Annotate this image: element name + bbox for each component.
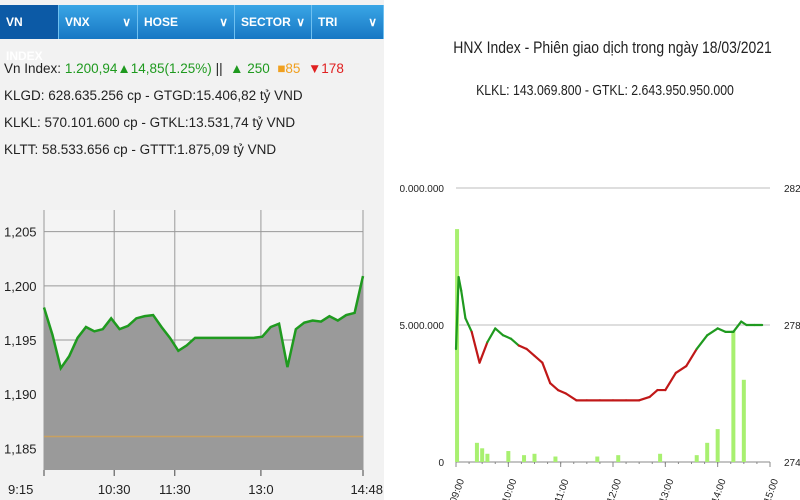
- tab-hose[interactable]: HOSE ∨: [138, 5, 235, 39]
- y-right-tick-label: 282: [784, 184, 800, 195]
- volume-bar: [715, 429, 720, 462]
- y-tick-label: 1,185: [4, 441, 37, 456]
- index-segment: [664, 371, 677, 392]
- vn-index-change: ▲14,85(1.25%): [117, 61, 212, 76]
- y-tick-label: 1,200: [4, 279, 37, 294]
- tab-hose-label: HOSE: [144, 15, 179, 29]
- x-tick-label: 10:30: [98, 482, 131, 497]
- index-segment: [478, 341, 489, 364]
- y-left-tick-label: 5.000.000: [400, 321, 444, 332]
- index-segment: [556, 388, 567, 395]
- x-tick-label: 13:00: [658, 477, 677, 500]
- unchanged-count: ■85: [277, 61, 301, 76]
- index-segment: [517, 344, 528, 351]
- volume-bar: [553, 456, 558, 462]
- tab-vnx[interactable]: VNX ∨: [59, 5, 138, 39]
- chevron-down-icon: ∨: [296, 15, 305, 29]
- index-segment: [638, 395, 651, 402]
- summary-separator: ||: [215, 61, 223, 76]
- volume-bar: [485, 453, 490, 462]
- index-segment: [685, 347, 698, 368]
- x-tick-label: 11:30: [159, 482, 191, 497]
- market-tab-bar: VN INDEX VNX ∨ HOSE ∨ SECTOR ∨ TRI ∨: [0, 5, 384, 63]
- x-tick-label: 14:00: [710, 477, 729, 500]
- x-tick-label: 15:00: [762, 477, 781, 500]
- tab-sector-label: SECTOR: [241, 15, 291, 29]
- tab-vn-index-label: VN INDEX: [6, 15, 43, 63]
- y-tick-label: 1,195: [4, 333, 37, 348]
- volume-bar: [506, 451, 511, 462]
- x-tick-label: 9:15: [8, 482, 33, 497]
- index-segment: [494, 327, 505, 337]
- index-segment: [732, 320, 743, 333]
- volume-bar: [595, 456, 600, 462]
- index-segment: [695, 334, 709, 351]
- vn-index-label: Vn Index:: [4, 61, 62, 76]
- x-tick-label: 11:00: [553, 477, 572, 500]
- y-left-tick-label: 10.000.000: [400, 184, 444, 195]
- hnx-chart-subtitle: KLKL: 143.069.800 - GTKL: 2.643.950.950.…: [476, 82, 734, 99]
- y-tick-label: 1,205: [4, 225, 37, 240]
- decliners-count: ▼178: [307, 61, 344, 76]
- index-segment: [509, 337, 520, 347]
- chevron-down-icon: ∨: [219, 15, 228, 29]
- index-line: [42, 275, 365, 372]
- index-segment: [460, 289, 467, 320]
- y-right-tick-label: 278: [784, 321, 800, 332]
- index-segment: [486, 327, 497, 344]
- volume-bar: [616, 455, 621, 462]
- hnx-index-intraday-chart: 10.000.000 5.000.000 0 282 278 274 09:00 10:00 1…: [400, 184, 800, 500]
- index-segment: [716, 327, 727, 333]
- index-segment: [533, 354, 544, 364]
- y-tick-label: 1,190: [4, 387, 37, 402]
- index-segment: [564, 392, 578, 402]
- index-segment: [501, 334, 513, 340]
- kltt-line: KLTT: 58.533.656 cp - GTTT:1.875,09 tỷ V…: [4, 142, 277, 157]
- y-left-tick-label: 0: [438, 458, 444, 469]
- klkl-line: KLKL: 570.101.600 cp - GTKL:13.531,74 tỷ…: [4, 115, 296, 130]
- index-segment: [648, 388, 659, 399]
- index-segment: [525, 347, 536, 357]
- volume-bar: [474, 442, 479, 462]
- volume-bar: [480, 448, 485, 462]
- tab-sector[interactable]: SECTOR ∨: [235, 5, 312, 39]
- index-segment: [541, 361, 552, 385]
- tab-tri[interactable]: TRI ∨: [312, 5, 384, 39]
- vn-index-intraday-chart: 1,205 1,200 1,195 1,190 1,185 9:15 10:30 11:30 1…: [4, 210, 383, 497]
- volume-bar: [532, 453, 537, 462]
- index-segment: [470, 330, 481, 364]
- volume-bar: [658, 453, 663, 462]
- index-segment: [706, 327, 719, 337]
- volume-bar: [705, 442, 710, 462]
- x-tick-label: 12:00: [605, 477, 624, 500]
- x-tick-label: 09:00: [448, 477, 467, 500]
- index-segment: [457, 275, 463, 292]
- vn-index-value: 1.200,94: [64, 61, 118, 76]
- tab-vnx-label: VNX: [65, 15, 90, 29]
- volume-bar: [741, 379, 746, 462]
- tab-tri-label: TRI: [318, 15, 338, 29]
- chevron-down-icon: ∨: [122, 15, 131, 29]
- klgd-line: KLGD: 628.635.256 cp - GTGD:15.406,82 tỷ…: [4, 88, 303, 103]
- volume-bar: [522, 455, 527, 462]
- advancers-count: ▲ 250: [230, 61, 270, 76]
- chevron-down-icon: ∨: [368, 15, 377, 29]
- volume-bar: [731, 330, 736, 462]
- index-segment: [549, 382, 560, 392]
- hnx-chart-title: HNX Index - Phiên giao dịch trong ngày 1…: [453, 38, 772, 57]
- y-right-tick-label: 274: [784, 458, 800, 469]
- tab-vn-index[interactable]: VN INDEX: [0, 5, 59, 63]
- x-tick-label: 13:0: [248, 482, 273, 497]
- index-segment: [464, 317, 473, 333]
- x-tick-label: 10:00: [501, 477, 520, 500]
- volume-bar: [694, 455, 699, 462]
- index-area: [44, 276, 363, 470]
- x-tick-label: 14:48: [350, 482, 383, 497]
- index-segment: [674, 365, 688, 375]
- index-segment: [454, 275, 460, 351]
- vn-index-panel: VN INDEX VNX ∨ HOSE ∨ SECTOR ∨ TRI ∨ Vn Inde…: [0, 0, 384, 500]
- vn-index-summary: Vn Index: 1.200,94▲14,85(1.25%) || ▲ 250…: [4, 61, 344, 76]
